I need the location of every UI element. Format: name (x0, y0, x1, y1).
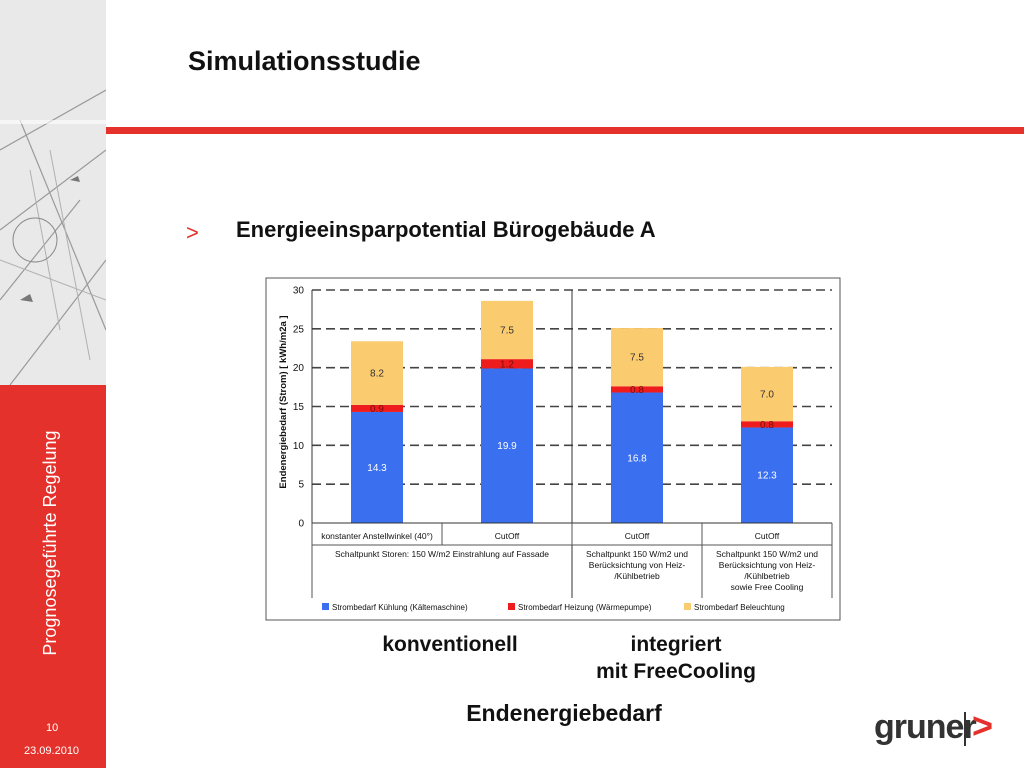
bar-segment (611, 328, 663, 387)
gruner-logo-text: gruner (874, 708, 977, 746)
sidebar-sketch-image (0, 0, 106, 385)
page-number: 10 (46, 722, 59, 734)
group-label-line: Schaltpunkt 150 W/m2 und (586, 549, 688, 559)
y-tick-label: 10 (293, 441, 305, 452)
bar-segment (481, 359, 533, 369)
legend-swatch (508, 603, 515, 610)
y-tick-label: 30 (293, 286, 305, 297)
bar-segment (351, 404, 403, 412)
bar-segment (351, 411, 403, 523)
data-label: 16.8 (627, 453, 647, 464)
data-label: 7.5 (500, 325, 514, 336)
data-label: 12.3 (757, 471, 777, 482)
group-label-line: Schaltpunkt Storen: 150 W/m2 Einstrahlun… (335, 549, 549, 559)
legend-label: Strombedarf Heizung (Wärmepumpe) (518, 603, 652, 612)
group-label-line: Berücksichtung von Heiz- (589, 560, 686, 570)
bar-segment (481, 300, 533, 360)
caption-freecooling: mit FreeCooling (596, 660, 756, 683)
data-label: 7.5 (630, 353, 644, 364)
y-tick-label: 5 (298, 480, 304, 491)
bar-segment (611, 386, 663, 393)
bar-segment (741, 366, 793, 422)
category-label: CutOff (755, 531, 780, 541)
bar-segment (351, 341, 403, 405)
y-axis-label: Endenergiebedarf (Strom) [ kWh/m2a ] (278, 315, 289, 488)
data-label: 0.8 (760, 420, 774, 431)
caption-integriert: integriert (630, 633, 722, 656)
bullet-marker: > (186, 220, 199, 245)
y-tick-label: 0 (298, 519, 304, 530)
group-label-line: sowie Free Cooling (731, 582, 804, 592)
category-labels: konstanter Anstellwinkel (40°) CutOff CutO… (311, 523, 833, 598)
data-labels: 14.3 0.9 8.2 19.9 1.2 7.5 16.8 0.8 7.5 12.3 0.8 7.0 (367, 325, 777, 481)
category-label: CutOff (625, 531, 650, 541)
title-divider (106, 127, 1024, 134)
bars (351, 300, 793, 523)
bar-segment (741, 427, 793, 523)
slide-date: 23.09.2010 (24, 745, 80, 757)
category-label: konstanter Anstellwinkel (40°) (321, 531, 433, 541)
data-label: 8.2 (370, 369, 384, 380)
technical-drawing-image (0, 0, 106, 385)
data-label: 7.0 (760, 390, 774, 401)
gruner-logo-bar (964, 712, 966, 746)
data-label: 1.2 (500, 359, 514, 370)
data-label: 14.3 (367, 463, 387, 474)
bar-segment (611, 392, 663, 523)
y-tick-label: 25 (293, 324, 305, 335)
y-tick-label: 20 (293, 363, 305, 374)
bar-segment (741, 421, 793, 428)
data-label: 19.9 (497, 441, 517, 452)
y-axis-label-main: Endenergiebedarf (Strom) [ kWh/m2a ] (278, 315, 289, 488)
bar-segment (481, 368, 533, 523)
caption-endenergiebedarf: Endenergiebedarf (466, 700, 662, 726)
legend-swatch (684, 603, 691, 610)
legend-swatch (322, 603, 329, 610)
legend: Strombedarf Kühlung (Kältemaschine) Strom… (322, 603, 785, 612)
data-label: 0.8 (630, 385, 644, 396)
legend-label: Strombedarf Kühlung (Kältemaschine) (332, 603, 468, 612)
group-label-line: Schaltpunkt 150 W/m2 und (716, 549, 818, 559)
group-label-line: Berücksichtung von Heiz- (719, 560, 816, 570)
group-label-line: /Kühlbetrieb (614, 571, 660, 581)
sidebar-accent (0, 385, 106, 768)
caption-konventionell: konventionell (382, 633, 518, 656)
group-label-line: /Kühlbetrieb (744, 571, 790, 581)
legend-label: Strombedarf Beleuchtung (694, 603, 785, 612)
category-label: CutOff (495, 531, 520, 541)
data-label: 0.9 (370, 404, 384, 415)
slide-title: Simulationsstudie (188, 46, 421, 76)
gruner-logo-arrow: > (972, 705, 994, 746)
bullet-heading: Energieeinsparpotential Bürogebäude A (236, 217, 656, 242)
y-tick-label: 15 (293, 402, 305, 413)
